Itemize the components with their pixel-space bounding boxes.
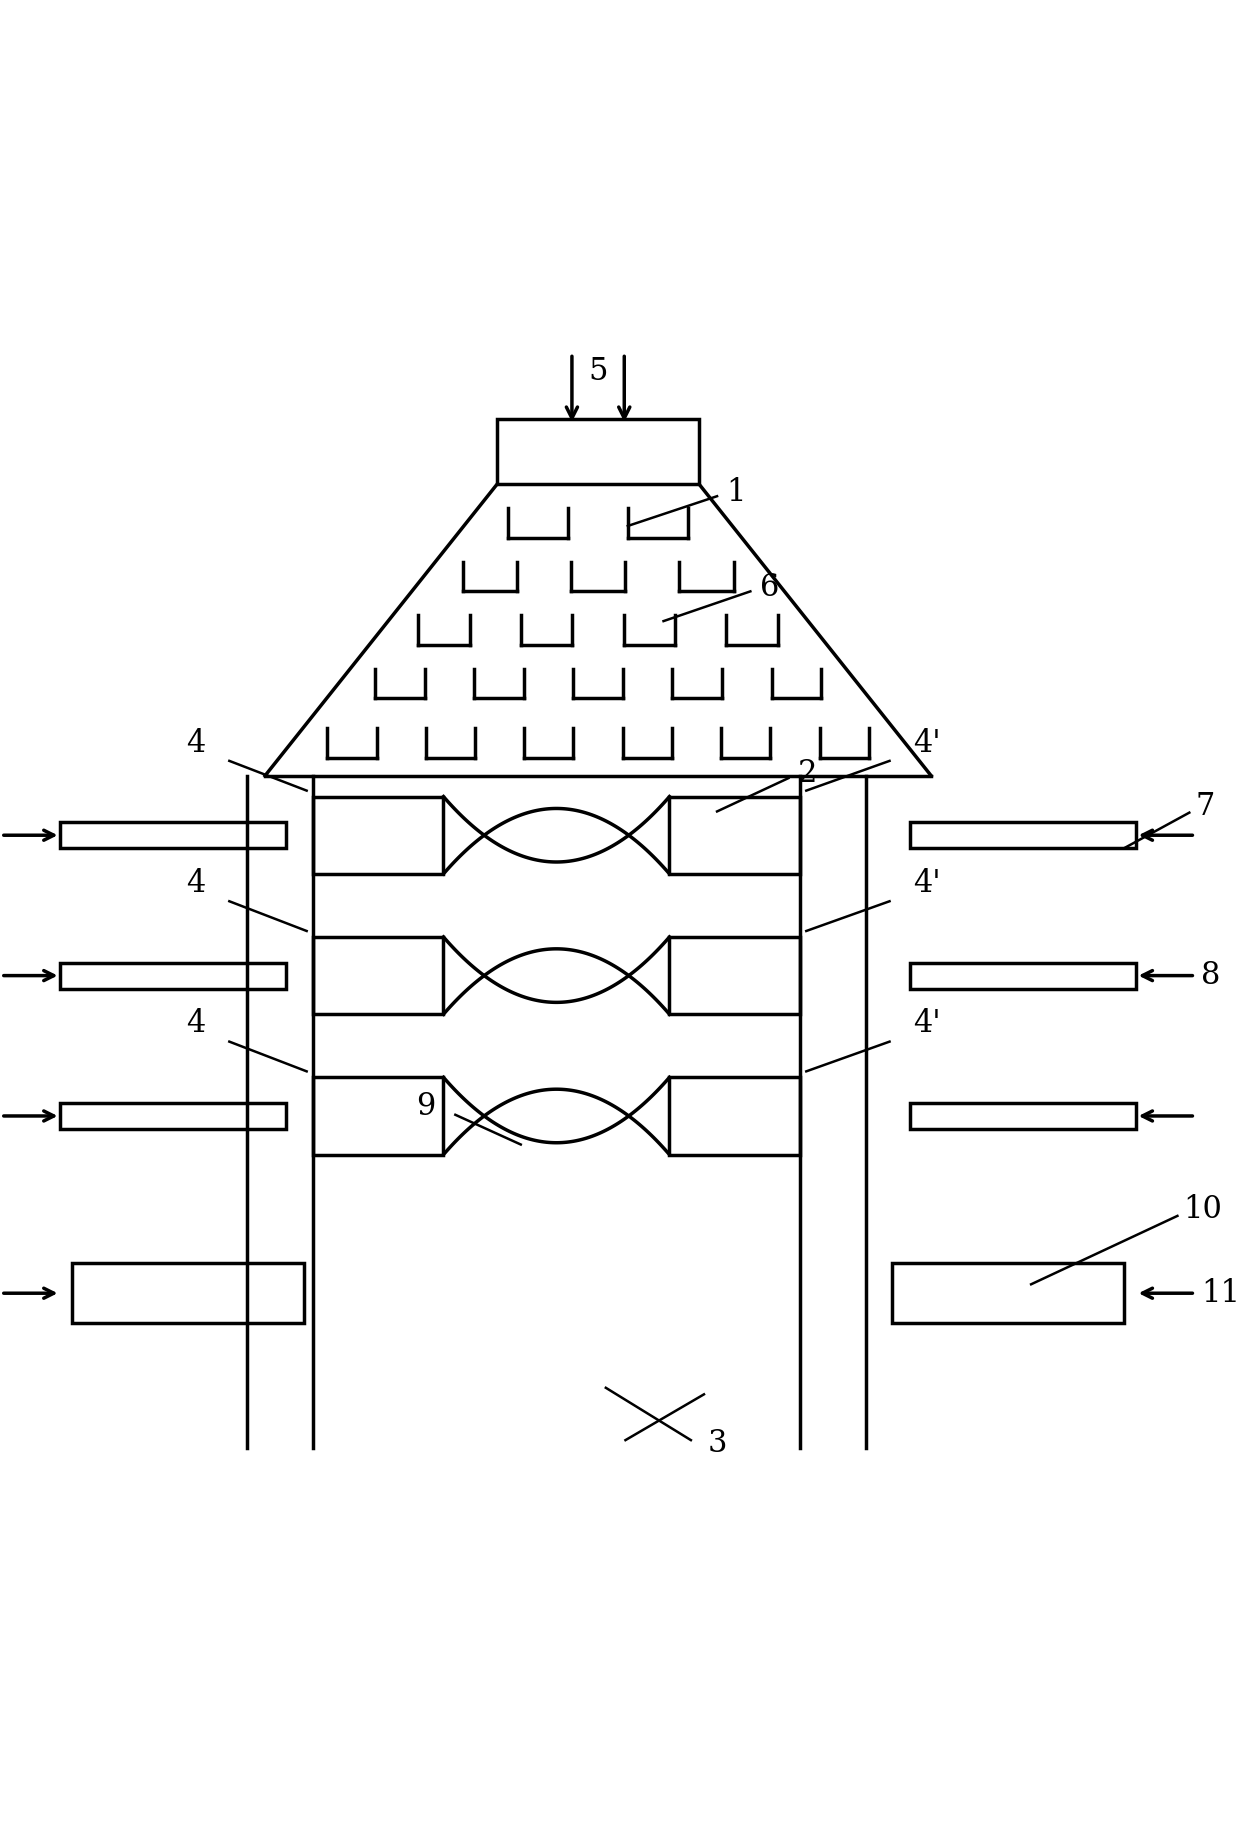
Text: 1: 1 (727, 478, 746, 509)
Text: 11: 11 (1202, 1279, 1240, 1308)
Bar (72, 1264, 304, 1323)
Text: 4: 4 (186, 867, 206, 898)
Text: 8: 8 (1202, 961, 1220, 992)
Bar (910, 823, 1136, 849)
Bar (910, 1102, 1136, 1130)
Bar (670, 797, 800, 874)
Text: 4: 4 (186, 1009, 206, 1040)
Bar (670, 1076, 800, 1155)
Text: 3: 3 (707, 1427, 727, 1459)
Text: 7: 7 (1195, 792, 1215, 823)
Bar (312, 1076, 444, 1155)
Text: 4': 4' (914, 867, 941, 898)
Text: 4': 4' (914, 727, 941, 759)
Text: 10: 10 (1183, 1194, 1223, 1225)
Bar (910, 963, 1136, 988)
Bar (670, 937, 800, 1014)
Bar (61, 1102, 286, 1130)
Text: 4': 4' (914, 1009, 941, 1040)
Bar (312, 937, 444, 1014)
Bar (312, 797, 444, 874)
Bar (61, 823, 286, 849)
Text: 9: 9 (415, 1091, 435, 1122)
Bar (61, 963, 286, 988)
Text: 2: 2 (799, 759, 817, 788)
Bar (892, 1264, 1123, 1323)
Text: 6: 6 (760, 573, 779, 603)
Text: 5: 5 (588, 356, 608, 388)
Text: 4: 4 (186, 727, 206, 759)
Bar (497, 419, 699, 485)
